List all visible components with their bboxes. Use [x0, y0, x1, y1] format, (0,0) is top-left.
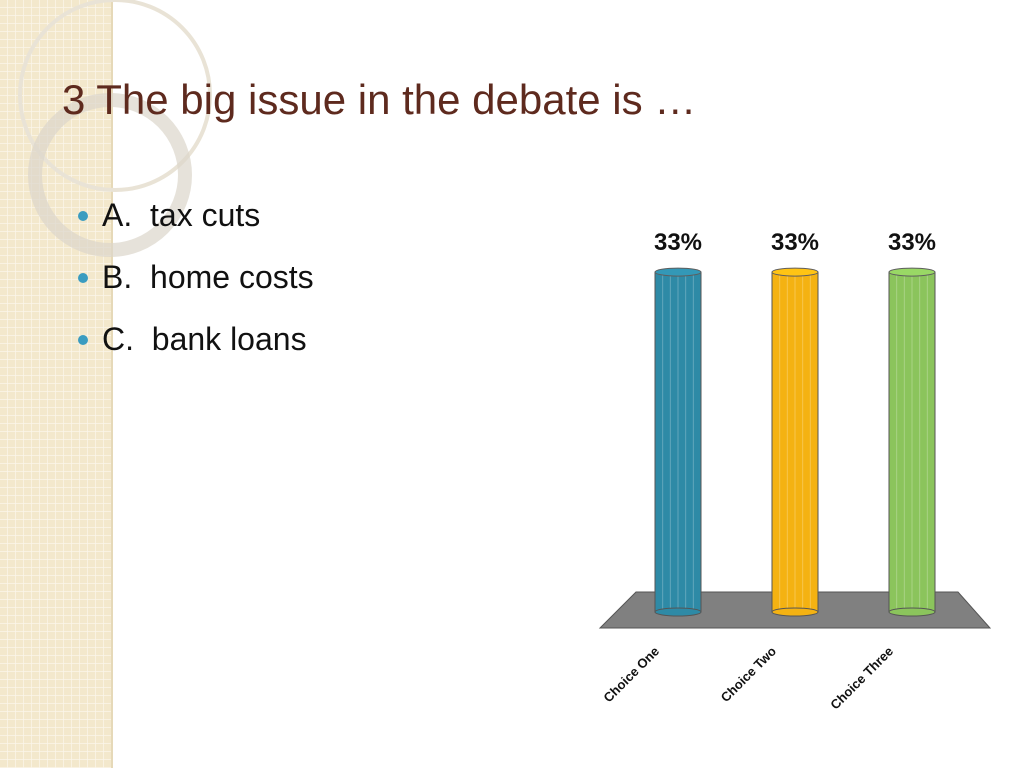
- bar: [888, 271, 936, 613]
- bar-top: [771, 267, 819, 277]
- bar-top: [654, 267, 702, 277]
- value-label: 33%: [771, 229, 819, 256]
- slide-title: 3 The big issue in the debate is …: [62, 76, 696, 123]
- category-label: Choice One: [600, 644, 662, 706]
- bar-bottom: [771, 607, 819, 617]
- value-label: 33%: [888, 229, 936, 256]
- bullet-dot: [78, 335, 88, 345]
- bar: [654, 271, 702, 613]
- bar-bottom: [888, 607, 936, 617]
- bar-bottom: [654, 607, 702, 617]
- value-label: 33%: [654, 229, 702, 256]
- deco-ring: [28, 93, 192, 257]
- bullet-dot: [78, 273, 88, 283]
- bullet-text: A. tax cuts: [102, 197, 260, 233]
- category-label: Choice Three: [827, 644, 896, 713]
- bullet-text: C. bank loans: [102, 321, 307, 357]
- bar: [771, 271, 819, 613]
- deco-ring: [18, 0, 212, 192]
- bar-top: [888, 267, 936, 277]
- bullet-dot: [78, 211, 88, 221]
- category-label: Choice Two: [718, 643, 780, 705]
- bullet-text: B. home costs: [102, 259, 314, 295]
- bullet-list: A. tax cuts B. home costs C. bank loans: [78, 197, 314, 357]
- chart: 33% Choice One 33% Choice Two 33% Choice Thre…: [600, 229, 936, 712]
